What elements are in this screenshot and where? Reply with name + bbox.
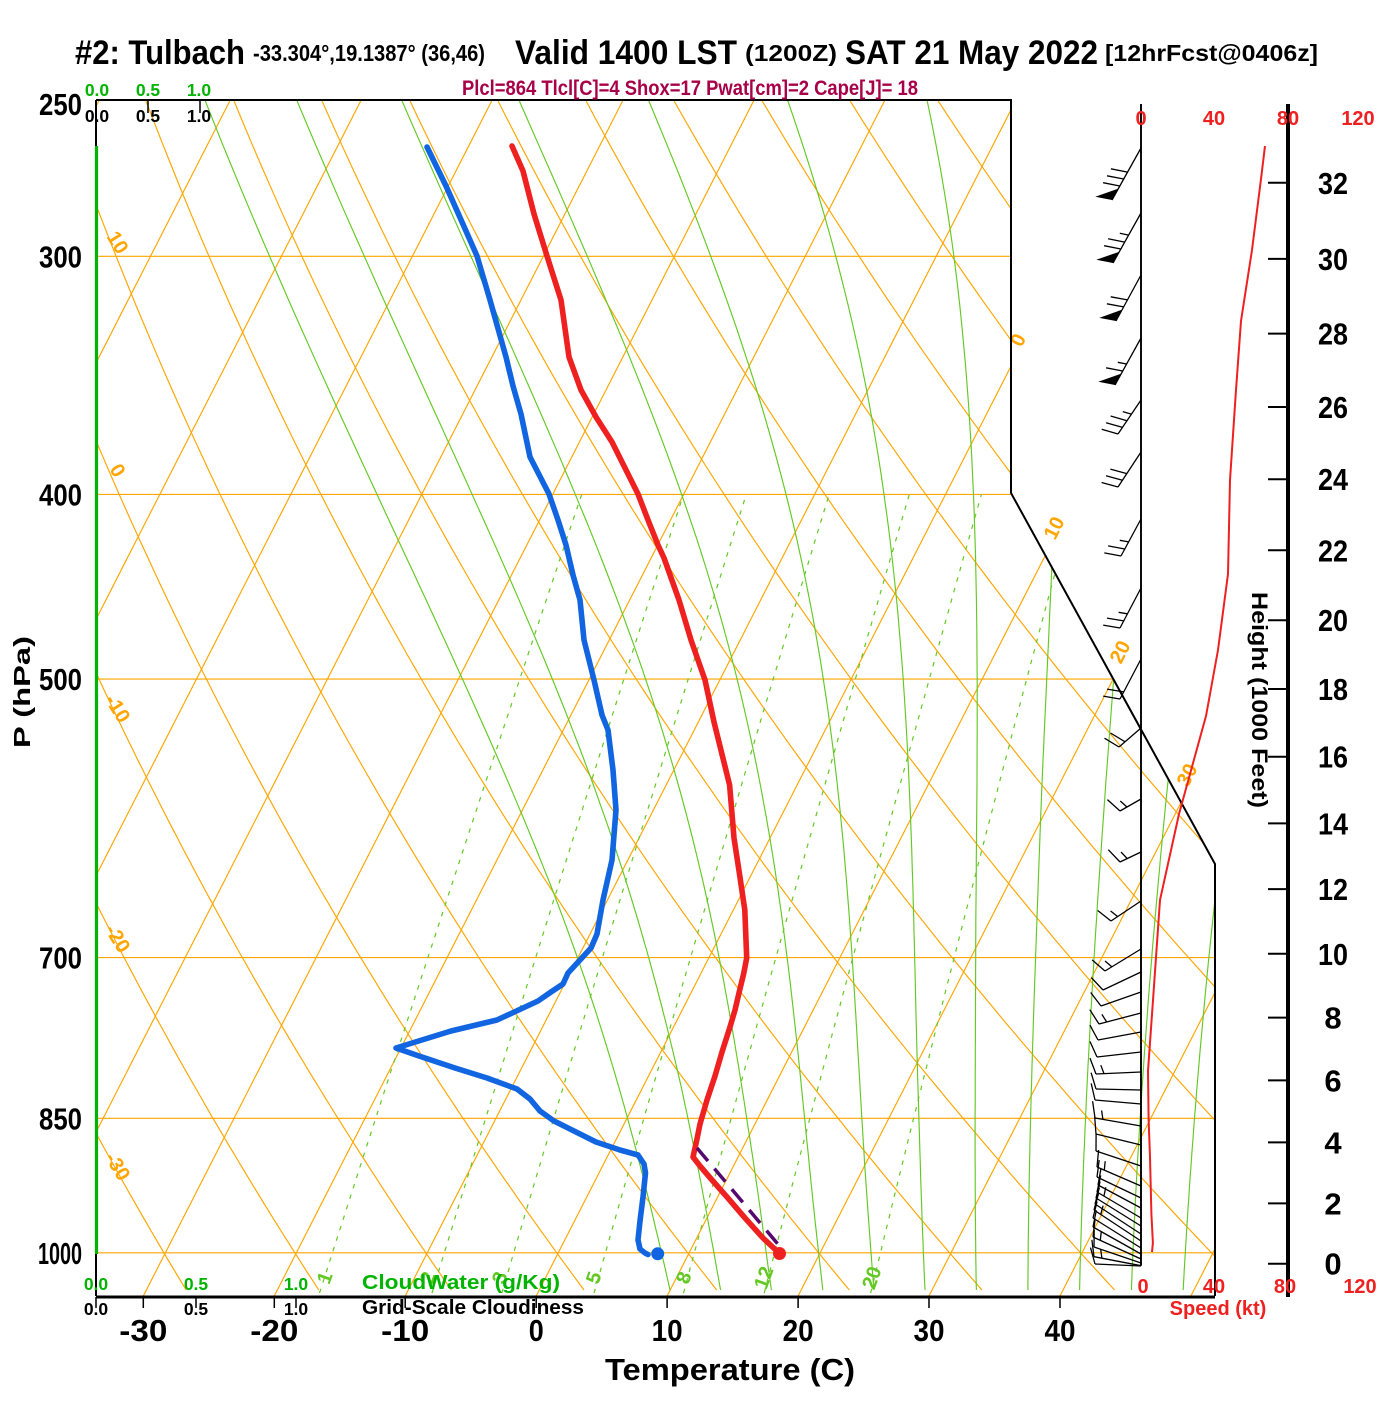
svg-text:30: 30	[1318, 242, 1348, 277]
svg-text:0.5: 0.5	[184, 1274, 209, 1294]
svg-text:Plcl=864 Tlcl[C]=4 Shox=17 Pwa: Plcl=864 Tlcl[C]=4 Shox=17 Pwat[cm]=2 Ca…	[462, 77, 918, 100]
svg-text:26: 26	[1318, 390, 1348, 425]
svg-text:400: 400	[39, 477, 82, 512]
svg-text:SAT 21 May 2022: SAT 21 May 2022	[845, 34, 1098, 72]
svg-text:0: 0	[529, 1313, 544, 1348]
svg-text:1.0: 1.0	[187, 106, 212, 126]
svg-text:500: 500	[39, 662, 82, 697]
svg-text:P (hPa): P (hPa)	[9, 636, 35, 748]
svg-text:22: 22	[1318, 533, 1348, 568]
svg-text:14: 14	[1318, 806, 1349, 841]
svg-text:12: 12	[1318, 872, 1348, 907]
svg-text:-33.304°,19.1387° (36,46): -33.304°,19.1387° (36,46)	[253, 40, 485, 66]
svg-text:32: 32	[1318, 166, 1348, 201]
svg-text:Temperature (C): Temperature (C)	[605, 1352, 855, 1387]
svg-text:#2: Tulbach: #2: Tulbach	[75, 34, 245, 72]
svg-text:1000: 1000	[38, 1236, 82, 1271]
svg-text:2: 2	[1324, 1186, 1341, 1221]
svg-text:6: 6	[1324, 1063, 1341, 1098]
svg-text:8: 8	[1324, 1001, 1341, 1036]
svg-text:0: 0	[1324, 1247, 1341, 1282]
svg-text:0: 0	[1137, 1276, 1148, 1298]
svg-text:16: 16	[1318, 740, 1348, 775]
svg-text:Height (1000 Feet): Height (1000 Feet)	[1247, 592, 1272, 808]
svg-text:0: 0	[1135, 108, 1146, 130]
svg-text:28: 28	[1318, 317, 1348, 352]
svg-text:40: 40	[1203, 108, 1225, 130]
svg-text:700: 700	[39, 941, 82, 976]
svg-text:-10: -10	[381, 1313, 429, 1348]
svg-text:0.0: 0.0	[85, 80, 110, 100]
svg-text:80: 80	[1277, 108, 1299, 130]
svg-text:30: 30	[914, 1313, 945, 1348]
svg-text:40: 40	[1203, 1276, 1225, 1298]
svg-text:300: 300	[39, 239, 82, 274]
svg-text:-30: -30	[119, 1313, 167, 1348]
svg-text:18: 18	[1318, 672, 1348, 707]
svg-text:1.0: 1.0	[284, 1274, 309, 1294]
svg-text:0.0: 0.0	[84, 1274, 109, 1294]
svg-text:80: 80	[1274, 1276, 1296, 1298]
svg-text:0.0: 0.0	[84, 1299, 109, 1319]
svg-text:Valid 1400 LST: Valid 1400 LST	[515, 34, 737, 72]
svg-text:[12hrFcst@0406z]: [12hrFcst@0406z]	[1105, 40, 1318, 66]
svg-text:10: 10	[652, 1313, 683, 1348]
svg-text:20: 20	[783, 1313, 814, 1348]
svg-text:CloudWater (g/Kg): CloudWater (g/Kg)	[362, 1272, 560, 1294]
svg-text:120: 120	[1343, 1276, 1376, 1298]
svg-text:850: 850	[39, 1101, 82, 1136]
svg-text:1.0: 1.0	[187, 80, 212, 100]
svg-text:4: 4	[1324, 1125, 1342, 1160]
svg-text:250: 250	[39, 87, 82, 122]
svg-text:120: 120	[1341, 108, 1374, 130]
svg-text:0.0: 0.0	[85, 106, 110, 126]
svg-text:0.5: 0.5	[136, 106, 161, 126]
svg-text:40: 40	[1045, 1313, 1076, 1348]
svg-text:(1200Z): (1200Z)	[745, 40, 837, 66]
svg-text:0.5: 0.5	[136, 80, 161, 100]
svg-text:24: 24	[1318, 462, 1349, 497]
svg-text:20: 20	[1318, 603, 1348, 638]
svg-text:10: 10	[1318, 937, 1348, 972]
svg-text:0.5: 0.5	[184, 1299, 209, 1319]
svg-text:Speed (kt): Speed (kt)	[1170, 1298, 1267, 1320]
svg-text:-20: -20	[250, 1313, 298, 1348]
